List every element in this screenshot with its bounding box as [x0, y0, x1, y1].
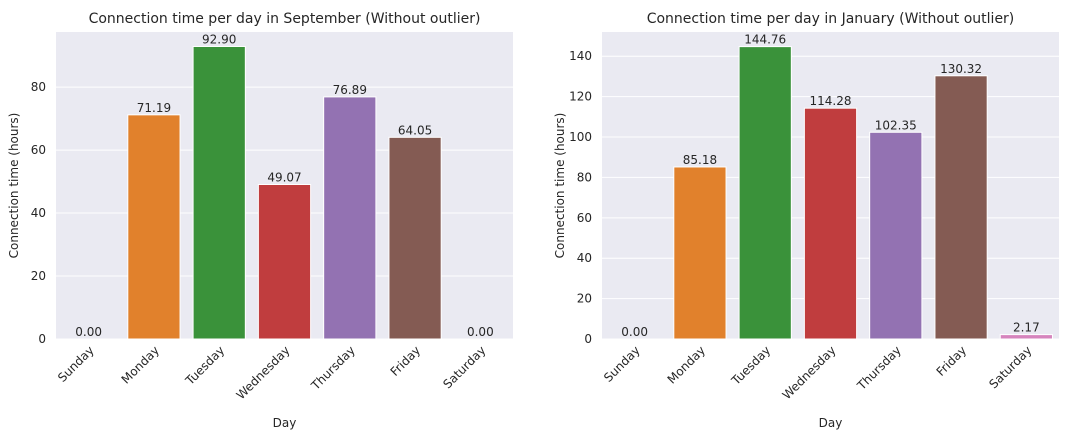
- x-tick-label: Wednesday: [234, 343, 293, 402]
- x-tick-label: Thursday: [854, 343, 904, 393]
- x-tick-label: Thursday: [308, 343, 358, 393]
- bar-tuesday: [738, 46, 792, 340]
- x-tick-label: Saturday: [986, 343, 1034, 391]
- y-tick-label: 60: [577, 211, 592, 225]
- y-tick-label: 80: [31, 80, 46, 94]
- data-label: 102.35: [875, 118, 917, 132]
- bar-wednesday: [257, 183, 312, 340]
- bar-saturday: [999, 334, 1053, 340]
- bar-thursday: [323, 96, 377, 340]
- data-label: 114.28: [810, 94, 852, 108]
- bar-friday: [388, 136, 442, 340]
- y-tick-label: 20: [577, 292, 592, 306]
- x-tick-label: Friday: [388, 343, 424, 379]
- x-tick-label: Wednesday: [780, 343, 839, 402]
- bar-tuesday: [192, 45, 246, 340]
- x-tick-label: Friday: [934, 343, 970, 379]
- x-axis-label: Day: [819, 416, 843, 430]
- data-label: 0.00: [467, 325, 494, 339]
- chart-panel-2: 0 20 40 60 80 100 120 140 0.00 Sunday 85.18 Monday 1…: [553, 11, 1059, 430]
- y-axis-label: Connection time (hours): [7, 113, 21, 259]
- y-tick-label: 0: [584, 332, 592, 346]
- data-label: 2.17: [1013, 321, 1040, 335]
- bar-thursday: [869, 131, 923, 340]
- x-tick-label: Tuesday: [728, 343, 773, 388]
- bar-monday: [127, 114, 181, 340]
- bar-friday: [934, 75, 988, 340]
- x-axis-label: Day: [273, 416, 297, 430]
- y-tick-label: 120: [569, 90, 592, 104]
- data-label: 0.00: [75, 325, 102, 339]
- data-label: 144.76: [744, 33, 786, 47]
- x-tick-label: Tuesday: [182, 343, 227, 388]
- data-label: 130.32: [940, 62, 982, 76]
- x-tick-label: Monday: [665, 343, 708, 386]
- y-tick-label: 20: [31, 269, 46, 283]
- data-label: 49.07: [267, 170, 301, 184]
- x-tick-label: Sunday: [601, 343, 643, 385]
- y-tick-label: 140: [569, 49, 592, 63]
- bar-monday: [673, 166, 727, 340]
- data-label: 85.18: [683, 153, 717, 167]
- y-tick-label: 0: [38, 332, 46, 346]
- chart-title: Connection time per day in September (Wi…: [89, 11, 481, 27]
- bar-wednesday: [803, 107, 858, 340]
- chart-panel-1: 0 20 40 60 80 0.00 Sunday 71.19 Monday 92.90 Tuesd…: [7, 11, 513, 430]
- data-label: 64.05: [398, 123, 432, 137]
- y-axis-label: Connection time (hours): [553, 113, 567, 259]
- x-tick-label: Saturday: [440, 343, 488, 391]
- y-tick-label: 40: [31, 206, 46, 220]
- chart-title: Connection time per day in January (With…: [647, 11, 1015, 27]
- y-tick-label: 40: [577, 251, 592, 265]
- y-tick-label: 80: [577, 170, 592, 184]
- data-label: 92.90: [202, 32, 236, 46]
- y-tick-label: 60: [31, 143, 46, 157]
- data-label: 0.00: [621, 325, 648, 339]
- x-tick-label: Monday: [119, 343, 162, 386]
- data-label: 71.19: [137, 101, 171, 115]
- data-label: 76.89: [333, 83, 367, 97]
- x-tick-label: Sunday: [55, 343, 97, 385]
- y-tick-label: 100: [569, 130, 592, 144]
